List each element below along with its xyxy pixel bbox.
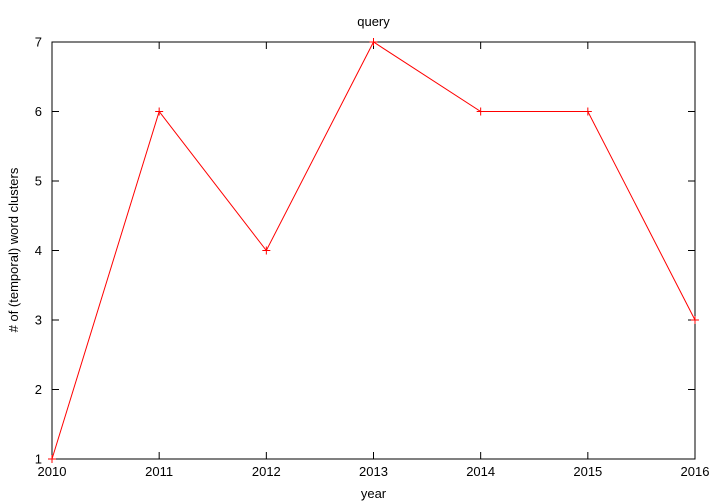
series-layer bbox=[48, 38, 699, 463]
x-tick-label: 2012 bbox=[252, 464, 281, 479]
y-tick-label: 4 bbox=[35, 243, 42, 258]
chart-title: query bbox=[357, 14, 390, 29]
y-axis: 1 2 3 4 5 6 7 bbox=[35, 35, 695, 467]
series-line bbox=[51, 41, 696, 460]
y-tick-label: 7 bbox=[35, 35, 42, 50]
data-point-marker bbox=[155, 107, 164, 116]
data-point-marker bbox=[48, 455, 56, 463]
data-point-marker bbox=[583, 107, 592, 116]
y-tick-label: 2 bbox=[35, 382, 42, 397]
y-tick-label: 5 bbox=[35, 174, 42, 189]
x-axis-title: year bbox=[361, 486, 387, 501]
x-tick-label: 2016 bbox=[681, 464, 710, 479]
plot-frame bbox=[51, 41, 696, 460]
x-tick-label: 2015 bbox=[573, 464, 602, 479]
x-axis: 2010 2011 2012 2013 2014 2015 2016 bbox=[38, 42, 710, 479]
x-tick-label: 2013 bbox=[359, 464, 388, 479]
x-tick-label: 2014 bbox=[466, 464, 495, 479]
x-tick-label: 2010 bbox=[38, 464, 67, 479]
y-axis-title: # of (temporal) word clusters bbox=[6, 167, 21, 332]
y-tick-label: 1 bbox=[35, 452, 42, 467]
x-tick-label: 2011 bbox=[145, 464, 173, 479]
data-point-marker bbox=[262, 246, 271, 255]
data-point-marker bbox=[476, 107, 485, 116]
data-point-marker bbox=[691, 316, 699, 324]
y-tick-label: 3 bbox=[35, 313, 42, 328]
y-tick-label: 6 bbox=[35, 104, 42, 119]
data-point-marker bbox=[369, 38, 378, 46]
